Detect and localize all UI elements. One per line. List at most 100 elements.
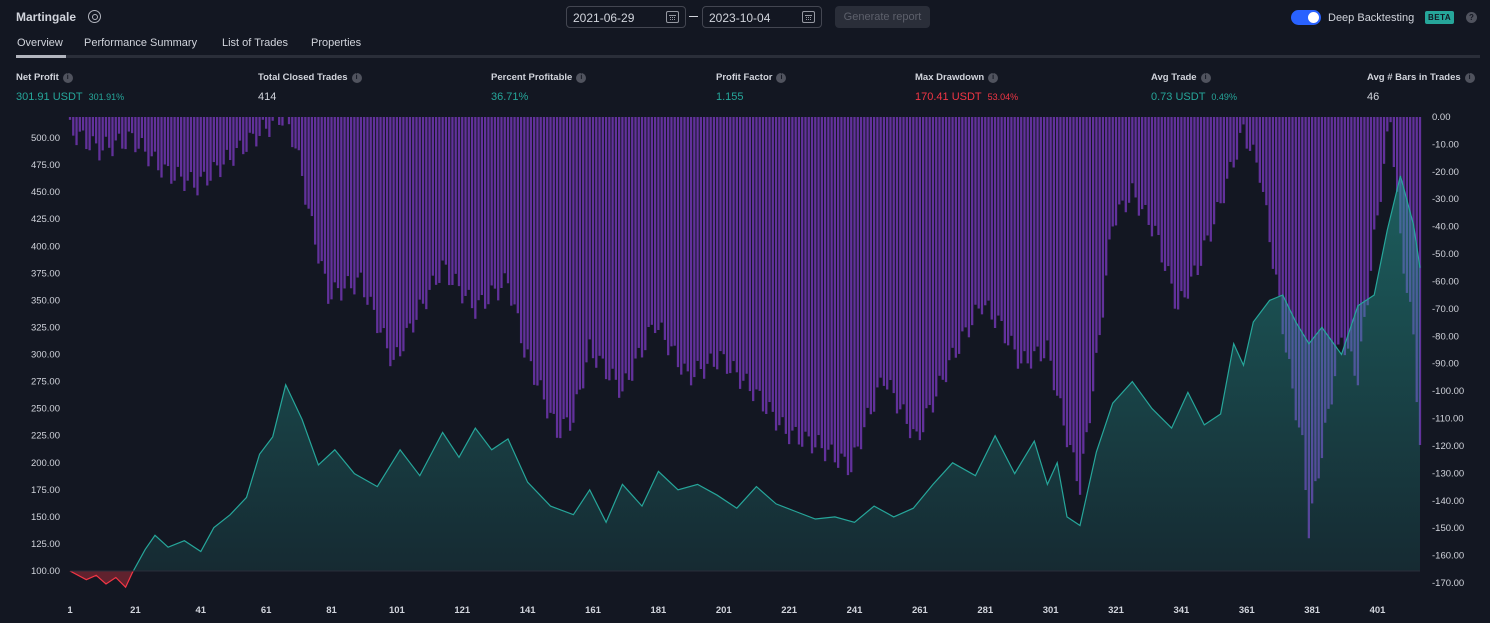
drawdown-bar	[562, 117, 565, 419]
drawdown-bar	[248, 117, 251, 133]
help-icon[interactable]: ?	[1466, 12, 1477, 23]
metric-percent-profitable: Percent Profitable i 36.71%	[491, 72, 587, 105]
equity-drawdown-chart[interactable]: 500.00 475.00 450.00 425.00 400.00 375.00 350.…	[0, 113, 1490, 623]
drawdown-bar	[1085, 117, 1088, 433]
drawdown-bar	[1203, 117, 1206, 241]
drawdown-bar	[1075, 117, 1078, 482]
drawdown-bar	[1235, 117, 1239, 160]
drawdown-bar	[421, 117, 425, 304]
drawdown-bar	[405, 117, 408, 328]
drawdown-bar	[160, 117, 163, 178]
drawdown-bar	[114, 117, 117, 141]
gear-icon[interactable]	[88, 10, 101, 23]
drawdown-bar	[95, 117, 98, 144]
drawdown-bar	[549, 117, 552, 413]
x-tick-label: 121	[454, 605, 471, 616]
drawdown-bar	[1196, 117, 1199, 276]
drawdown-bar	[941, 117, 944, 380]
info-icon[interactable]: i	[351, 72, 362, 83]
drawdown-bar	[856, 117, 859, 447]
drawdown-bar	[258, 117, 261, 136]
equity-fill	[70, 175, 1420, 571]
drawdown-bar	[1036, 117, 1039, 347]
drawdown-bar	[81, 117, 85, 131]
info-icon[interactable]: i	[988, 72, 999, 83]
tab-performance-summary[interactable]: Performance Summary	[84, 37, 198, 49]
drawdown-bar	[356, 117, 359, 278]
drawdown-bar	[431, 117, 434, 276]
x-tick-label: 261	[912, 605, 929, 616]
drawdown-bar	[595, 117, 598, 368]
tab-overview[interactable]: Overview	[17, 37, 63, 49]
drawdown-bar	[787, 117, 791, 445]
y-left-tick-label: 500.00	[31, 133, 60, 144]
drawdown-bar	[591, 117, 595, 359]
drawdown-bar	[876, 117, 879, 388]
calendar-icon[interactable]	[802, 11, 815, 23]
y-axis-right: 0.00 -10.00 -20.00 -30.00 -40.00 -50.00 -60.00…	[1432, 113, 1464, 589]
drawdown-bar	[1206, 117, 1209, 236]
drawdown-bar	[706, 117, 709, 364]
tab-bar: Overview Performance Summary List of Tra…	[0, 34, 1490, 60]
drawdown-bar	[765, 117, 768, 414]
drawdown-bar	[951, 117, 954, 348]
generate-report-button[interactable]: Generate report	[835, 6, 930, 28]
drawdown-bar	[1399, 117, 1402, 234]
drawdown-bar	[1131, 117, 1134, 184]
tab-list-of-trades[interactable]: List of Trades	[222, 37, 289, 49]
drawdown-bar	[1078, 117, 1082, 495]
drawdown-bar	[493, 117, 497, 289]
date-to-input[interactable]: 2023-10-04	[702, 6, 822, 28]
drawdown-bar	[977, 117, 980, 309]
metric-percent: 53.04%	[987, 92, 1019, 102]
info-icon[interactable]: i	[62, 72, 73, 83]
info-icon[interactable]: i	[776, 72, 787, 83]
metric-avg-trade: Avg Trade i 0.73 USDT 0.49%	[1151, 72, 1237, 105]
date-from-input[interactable]: 2021-06-29	[566, 6, 686, 28]
drawdown-bar	[294, 117, 297, 149]
y-left-tick-label: 450.00	[31, 187, 60, 198]
info-icon[interactable]: i	[576, 72, 587, 83]
drawdown-bar	[738, 117, 742, 389]
drawdown-bar	[1307, 117, 1311, 539]
drawdown-bar	[699, 117, 703, 369]
drawdown-bar	[1069, 117, 1072, 446]
drawdown-bar	[601, 117, 604, 359]
drawdown-bar	[653, 117, 657, 334]
drawdown-bar	[810, 117, 814, 454]
drawdown-bar	[513, 117, 516, 305]
info-icon[interactable]: i	[1464, 72, 1475, 83]
y-left-tick-label: 250.00	[31, 404, 60, 415]
drawdown-bar	[1382, 117, 1386, 164]
drawdown-bar	[1317, 117, 1320, 479]
drawdown-bar	[627, 117, 631, 380]
metric-value: 414	[258, 91, 277, 103]
tab-properties[interactable]: Properties	[311, 37, 362, 49]
drawdown-bar	[1000, 117, 1003, 322]
deep-backtesting-label: Deep Backtesting	[1328, 12, 1415, 24]
drawdown-bar	[1163, 117, 1167, 271]
y-left-tick-label: 100.00	[31, 566, 60, 577]
drawdown-bar	[853, 117, 856, 448]
drawdown-bar	[608, 117, 611, 381]
drawdown-bar	[1193, 117, 1196, 266]
drawdown-bar	[572, 117, 575, 423]
drawdown-bar	[1265, 117, 1268, 206]
drawdown-bar	[1389, 117, 1392, 123]
drawdown-bar	[886, 117, 889, 390]
drawdown-bar	[1091, 117, 1095, 392]
calendar-icon[interactable]	[666, 11, 679, 23]
drawdown-bar	[637, 117, 640, 348]
drawdown-bar	[732, 117, 735, 362]
drawdown-bar	[908, 117, 912, 439]
drawdown-bar	[837, 117, 840, 468]
y-left-tick-label: 125.00	[31, 539, 60, 550]
metric-total-closed-trades: Total Closed Trades i 414	[258, 72, 362, 105]
drawdown-bar	[1288, 117, 1291, 359]
drawdown-bar	[1072, 117, 1075, 453]
deep-backtesting-toggle[interactable]	[1291, 10, 1321, 25]
y-left-tick-label: 475.00	[31, 160, 60, 171]
drawdown-bar	[444, 117, 448, 265]
drawdown-bar	[1268, 117, 1271, 243]
info-icon[interactable]: i	[1200, 72, 1211, 83]
